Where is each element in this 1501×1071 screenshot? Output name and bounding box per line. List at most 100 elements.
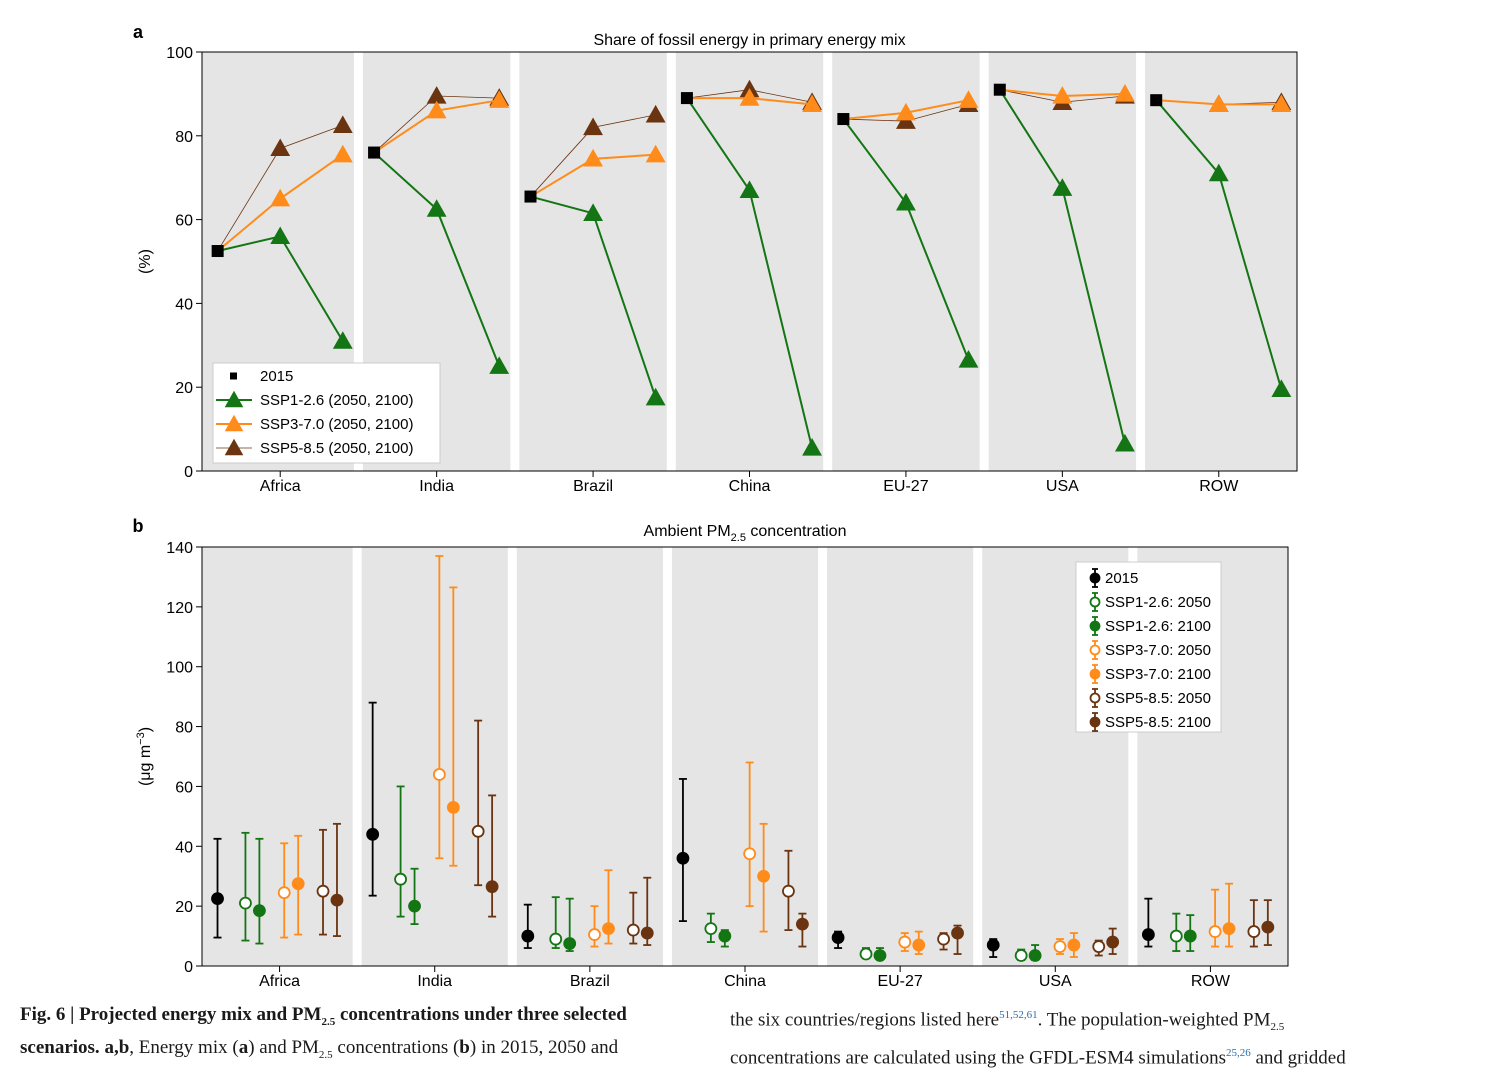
point-ssp5-8-5-2050-africa: [316, 884, 330, 898]
y-tick-label-b: 80: [175, 720, 193, 737]
point-ssp1-2-6-2100-eu-27: [873, 949, 887, 962]
point-ssp3-7-0-2050-india: [432, 768, 446, 781]
caption-text-f: ) in 2015, 2050 and: [469, 1036, 619, 1058]
x-tick-label-b: China: [724, 973, 766, 990]
point-ssp1-2-6-2050-2100-2050-china: [739, 180, 760, 198]
x-tick-label-a: USA: [1046, 478, 1079, 495]
legend-box-a: [212, 362, 441, 464]
y-axis-label-b: (μg m−3): [135, 727, 154, 786]
caption-right: the six countries/regions listed here51,…: [730, 1002, 1490, 1071]
point-ssp1-2-6-2050-2100-2100-brazil: [645, 387, 666, 406]
legend-label-ssp1-2-6-2100: SSP1-2.6: 2100: [1105, 618, 1211, 635]
point-ssp1-2-6-2100-brazil: [563, 937, 577, 950]
point-ssp1-2-6-2100-usa: [1028, 949, 1042, 962]
point-ssp3-7-0-2050-brazil: [588, 928, 601, 941]
caption-right-1ref[interactable]: 51,52,61: [999, 1009, 1038, 1021]
x-tick-label-b: ROW: [1191, 973, 1231, 990]
point-ssp3-7-0-2050-eu-27: [898, 935, 912, 949]
caption-text-sub: 2.5: [318, 1048, 333, 1061]
y-tick-label-a: 40: [175, 296, 193, 313]
point-ssp3-7-0-2050-africa: [277, 886, 291, 900]
caption-fig-label: Fig. 6 |: [20, 1004, 75, 1025]
point-ssp1-2-6-2100-africa: [253, 904, 266, 918]
point-2015-china: [676, 851, 690, 865]
point-ssp3-7-0-2050-2100-2050-usa: [1052, 86, 1073, 104]
legend-marker-2015: [1089, 572, 1101, 584]
plot-frame-a: [201, 51, 1298, 472]
point-ssp3-7-0-2100-india: [446, 800, 460, 814]
chart-title-b: Ambient PM2.5 concentration: [644, 523, 847, 544]
point-ssp1-2-6-2050-eu-27: [859, 947, 873, 961]
point-ssp3-7-0-2050-2100-2100-india: [489, 90, 510, 108]
x-tick-label-b: Africa: [259, 973, 300, 990]
point-ssp1-2-6-2050-china: [704, 922, 718, 935]
point-ssp5-8-5-2050-2100-2050-india: [426, 86, 447, 104]
point-ssp1-2-6-2050-row: [1169, 929, 1183, 943]
point-ssp3-7-0-2050-2100-2050-india: [426, 100, 447, 119]
point-ssp5-8-5-2100-india: [485, 880, 499, 894]
point-ssp5-8-5-2050-usa: [1092, 940, 1106, 953]
y-tick-label-a: 60: [175, 213, 193, 230]
y-tick-label-b: 120: [166, 600, 193, 617]
point-ssp1-2-6-2050-2100-2100-china: [802, 438, 822, 456]
legend-marker-2015: [230, 372, 237, 380]
x-tick-label-a: China: [729, 478, 771, 495]
category-band-a-brazil: [519, 52, 667, 471]
y-tick-label-b: 40: [175, 839, 193, 856]
point-ssp5-8-5-2100-china: [796, 917, 809, 931]
point-ssp3-7-0-2050-2100-2100-row: [1271, 94, 1292, 113]
legend-label-ssp3-7-0-2050-2100: SSP3-7.0 (2050, 2100): [260, 416, 413, 433]
point-ssp5-8-5-2100-eu-27: [951, 926, 964, 940]
point-ssp1-2-6-2050-2100-2050-eu-27: [896, 192, 916, 211]
caption-bold-sub: 2.5: [321, 1015, 336, 1028]
caption-right-2ref[interactable]: 25,26: [1226, 1047, 1251, 1060]
y-axis-label-a: (%): [137, 249, 154, 274]
y-tick-label-a: 80: [175, 129, 193, 146]
panel-b: b Ambient PM2.5 concentration Africa India B…: [133, 516, 1289, 990]
y-tick-label-b: 100: [166, 660, 193, 677]
point-2015-india: [366, 827, 380, 841]
point-ssp5-8-5-2050-brazil: [626, 923, 640, 937]
x-tick-label-a: Africa: [260, 478, 301, 495]
point-ssp5-8-5-2050-row: [1247, 925, 1261, 938]
legend-label-ssp1-2-6-2050-2100: SSP1-2.6 (2050, 2100): [260, 392, 413, 409]
point-ssp1-2-6-2050-2100-2100-eu-27: [958, 350, 979, 368]
legend-box-b: [1075, 561, 1222, 733]
chart-title-a: Share of fossil energy in primary energy…: [593, 32, 905, 49]
point-ssp1-2-6-2050-2100-2100-africa: [332, 331, 353, 349]
y-tick-label-a: 20: [175, 380, 193, 397]
point-ssp3-7-0-2050-2100-2050-china: [739, 88, 760, 106]
point-ssp1-2-6-2050-usa: [1014, 949, 1028, 962]
point-ssp3-7-0-2050-2100-2100-brazil: [645, 144, 666, 163]
category-band-a-china: [675, 52, 824, 471]
point-ssp5-8-5-2050-2100-2050-africa: [270, 138, 291, 157]
point-ssp5-8-5-2050-india: [471, 824, 485, 838]
x-tick-label-b: EU-27: [877, 973, 922, 990]
caption-bold-d: a,b: [104, 1036, 130, 1058]
legend-label-ssp5-8-5-2050: SSP5-8.5: 2050: [1105, 690, 1211, 707]
legend-b: 2015 SSP1-2.6: 2050 SSP1-2.6: 2100 SSP3-7.0…: [1075, 561, 1222, 733]
legend-label-ssp1-2-6-2050: SSP1-2.6: 2050: [1105, 594, 1211, 611]
x-tick-label-b: India: [417, 973, 452, 990]
legend-label-ssp3-7-0-2050: SSP3-7.0: 2050: [1105, 642, 1211, 659]
caption-bold-c: scenarios.: [20, 1036, 100, 1058]
category-band-b-africa: [202, 547, 353, 966]
y-tick-label-a: 0: [184, 464, 193, 481]
legend-marker-ssp5-8-5-2050-2100: [224, 438, 244, 456]
legend-label-2015: 2015: [260, 368, 293, 385]
point-ssp3-7-0-2050-2100-2050-brazil: [583, 148, 603, 167]
legend-marker-ssp3-7-0-2050: [1089, 644, 1101, 656]
point-2015-row: [1141, 928, 1155, 941]
caption-right-1a: the six countries/regions listed here: [730, 1009, 1000, 1031]
caption-text-a: , Energy mix (: [129, 1036, 239, 1058]
point-ssp5-8-5-2100-usa: [1106, 935, 1120, 949]
point-ssp5-8-5-2050-china: [782, 884, 795, 898]
panel-label-b: b: [133, 516, 144, 536]
y-tick-label-b: 20: [175, 899, 193, 916]
caption-bold-b: concentrations under three selected: [335, 1004, 627, 1025]
point-ssp3-7-0-2050-2100-2050-africa: [270, 188, 291, 207]
legend-marker-ssp3-7-0-2050-2100: [224, 414, 244, 432]
point-ssp1-2-6-2050-brazil: [549, 932, 563, 946]
point-2015-eu-27: [831, 931, 845, 944]
point-ssp3-7-0-2100-usa: [1067, 938, 1081, 952]
